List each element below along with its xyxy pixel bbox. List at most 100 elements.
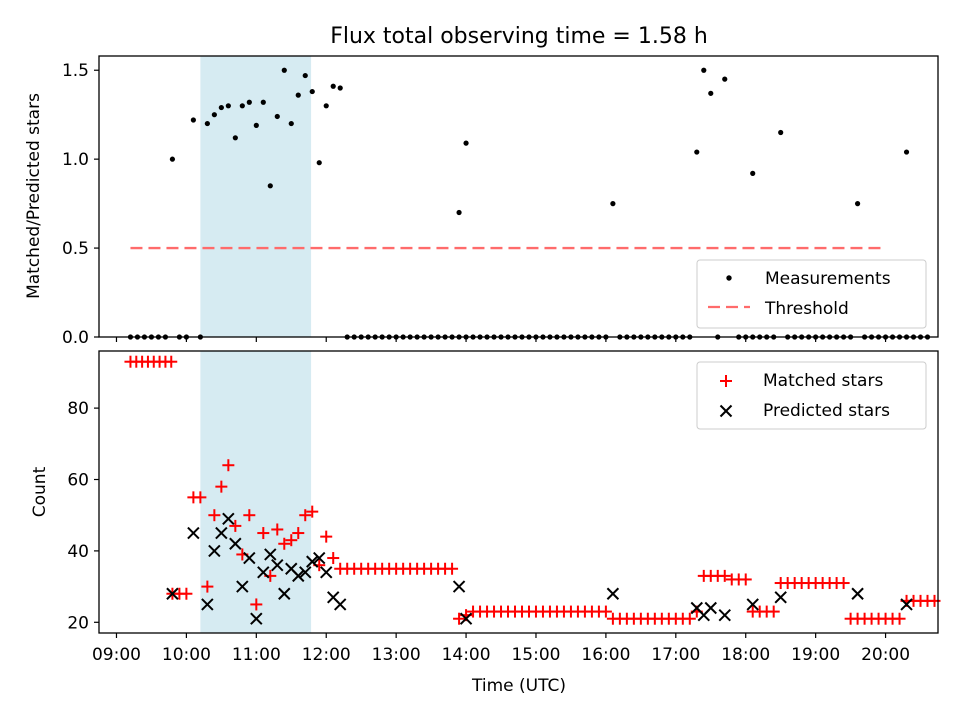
legend-marker-predicted: [719, 404, 733, 418]
predicted-star-point: [201, 598, 214, 611]
predicted-star-point: [299, 566, 312, 579]
measurement-point: [309, 88, 315, 95]
matched-star-point: [271, 523, 284, 536]
predicted-star-point: [459, 612, 473, 625]
measurement-point: [190, 117, 196, 123]
matched-star-point: [257, 527, 270, 540]
measurement-point: [211, 112, 217, 118]
matched-star-point: [453, 612, 466, 625]
matched-star-point: [599, 605, 612, 618]
y-tick-label: 20: [67, 613, 89, 633]
legend-marker-matched: [720, 375, 732, 387]
legend-marker-measurements: [726, 275, 732, 281]
predicted-star-point: [208, 544, 221, 558]
predicted-star-point: [452, 580, 466, 593]
ratio-legend: Measurements Threshold: [696, 259, 927, 329]
legend-label-threshold: Threshold: [764, 299, 849, 319]
matched-star-point: [229, 519, 242, 532]
predicted-star-point: [236, 580, 249, 593]
x-tick-label: 09:00: [92, 645, 141, 665]
matched-star-point: [893, 612, 906, 625]
predicted-star-point: [166, 587, 179, 600]
predicted-star-point: [320, 566, 333, 579]
matched-star-points: [124, 355, 941, 625]
matched-star-point: [250, 598, 263, 611]
measurement-point: [204, 120, 210, 127]
matched-star-point: [718, 569, 731, 582]
x-tick-label: 15:00: [511, 645, 560, 665]
predicted-star-point: [774, 591, 787, 604]
measurement-point: [295, 92, 301, 98]
measurement-point: [232, 135, 238, 141]
x-tick-label: 11:00: [232, 645, 281, 665]
measurement-point: [267, 183, 273, 189]
measurement-point: [701, 67, 707, 73]
measurement-point: [323, 103, 329, 109]
ratio-panel: 0.0 0.5 1.0 1.5 Matched/Predicted stars Mea…: [24, 55, 939, 348]
measurement-point: [274, 113, 280, 120]
measurement-point: [169, 156, 176, 162]
matched-star-point: [739, 573, 752, 586]
matched-star-point: [222, 459, 235, 472]
predicted-star-point: [243, 551, 256, 565]
x-tick-label: 14:00: [442, 645, 491, 665]
matched-star-point: [215, 480, 228, 493]
measurement-point: [778, 129, 784, 136]
count-panel-frame: [98, 350, 939, 634]
count-axis-ticks: 09:00 10:00 11:00 12:00 13:00 14:00 15:00 16:00…: [67, 399, 910, 665]
y-tick-label: 0.5: [62, 239, 89, 259]
ratio-ylabel: Matched/Predicted stars: [24, 93, 44, 299]
measurement-point: [463, 140, 469, 146]
matched-star-point: [201, 580, 214, 593]
matched-star-point: [285, 534, 298, 547]
x-tick-label: 18:00: [721, 645, 770, 665]
measurement-point: [330, 83, 336, 89]
predicted-star-point: [222, 512, 235, 525]
x-tick-label: 10:00: [162, 645, 211, 665]
predicted-star-point: [292, 569, 305, 583]
measurement-point: [610, 201, 616, 207]
matched-star-point: [320, 530, 333, 543]
predicted-star-points: [166, 512, 913, 625]
legend-label-predicted: Predicted stars: [763, 401, 890, 421]
measurement-point: [246, 99, 252, 105]
predicted-star-point: [704, 601, 717, 615]
measurement-point: [750, 170, 756, 176]
measurement-point: [854, 201, 861, 207]
legend-label-matched: Matched stars: [763, 371, 883, 391]
measurement-point: [708, 90, 714, 96]
measurement-point: [225, 103, 231, 109]
y-tick-label: 60: [67, 471, 89, 491]
predicted-star-point: [851, 587, 864, 600]
x-tick-label: 19:00: [791, 645, 840, 665]
measurement-point: [302, 72, 308, 79]
x-axis-label: Time (UTC): [471, 676, 566, 696]
predicted-star-point: [746, 598, 759, 611]
matched-star-point: [180, 587, 193, 600]
predicted-star-point: [313, 551, 326, 565]
count-panel: 09:00 10:00 11:00 12:00 13:00 14:00 15:00 16:00…: [30, 350, 941, 696]
legend-label-measurements: Measurements: [765, 269, 891, 289]
x-tick-label: 20:00: [861, 645, 910, 665]
y-tick-label: 1.5: [62, 61, 89, 81]
shaded-interval: [200, 351, 312, 633]
measurement-point: [903, 149, 910, 155]
matched-star-point: [446, 562, 459, 575]
count-ylabel: Count: [30, 466, 50, 517]
predicted-star-point: [215, 526, 228, 540]
predicted-star-point: [264, 548, 277, 561]
predicted-star-point: [278, 587, 291, 600]
x-tick-label: 16:00: [581, 645, 630, 665]
shaded-interval: [200, 56, 312, 337]
matched-star-point: [194, 491, 207, 504]
matched-star-point: [767, 605, 780, 618]
predicted-star-point: [271, 558, 284, 572]
count-legend: Matched stars Predicted stars: [696, 361, 927, 430]
measurement-point: [281, 67, 287, 73]
predicted-star-point: [606, 587, 620, 600]
measurement-point: [253, 122, 259, 128]
count-legend-box: [696, 361, 927, 430]
predicted-star-point: [250, 612, 263, 625]
matched-star-point: [278, 537, 291, 550]
